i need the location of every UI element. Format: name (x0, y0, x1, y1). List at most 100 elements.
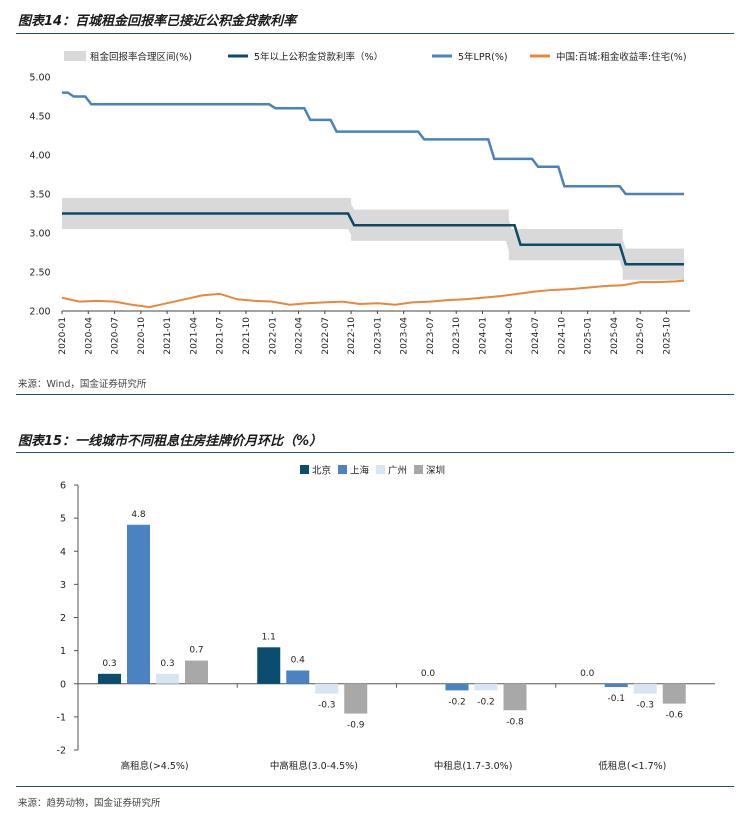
data-label: -0.9 (347, 721, 365, 731)
category-label: 高租息(>4.5%) (121, 760, 189, 772)
figure2-top-rule (16, 452, 734, 453)
legend-swatch-band (64, 51, 86, 61)
x-tick-label: 2025-07 (636, 317, 646, 355)
figure1-title: 图表14：百城租金回报率已接近公积金贷款利率 (18, 14, 297, 29)
chart1-legend: 租金回报率合理区间(%) 5年以上公积金贷款利率（%） 5年LPR(%) 中国:百城:… (64, 51, 687, 63)
x-tick-label: 2020-01 (58, 317, 68, 355)
x-tick-label: 2024-01 (479, 317, 489, 355)
category-label: 低租息(<1.7%) (598, 760, 666, 772)
bar-广州-1 (315, 683, 339, 694)
y-tick-label: 4 (60, 547, 66, 558)
legend-label: 北京 (312, 465, 331, 477)
figure2-source: 来源：趋势动物，国金证券研究所 (18, 798, 161, 809)
x-tick-label: 2023-04 (400, 317, 410, 355)
x-tick-label: 2022-04 (295, 317, 305, 355)
x-tick-label: 2021-01 (163, 317, 173, 355)
x-tick-label: 2025-04 (610, 317, 620, 355)
chart2-y-axis: -2 -1 0 1 2 3 4 5 6 (57, 481, 715, 757)
bar-广州-0 (156, 673, 179, 684)
x-tick-label: 2022-10 (347, 317, 357, 355)
x-tick-label: 2025-01 (584, 317, 594, 355)
bar-深圳-1 (344, 683, 368, 714)
chart2-x-axis: 高租息(>4.5%) 中高租息(3.0-4.5%) 中租息(1.7-3.0%) 低租息… (121, 760, 667, 772)
legend-swatch-上海 (338, 465, 347, 474)
legend-label: 5年以上公积金贷款利率（%） (254, 51, 383, 63)
legend-label: 上海 (350, 465, 370, 477)
x-tick-label: 2021-04 (189, 317, 199, 355)
data-label: 0.0 (580, 669, 595, 679)
y-tick-label: 4.50 (29, 112, 50, 123)
y-tick-label: 2.00 (29, 307, 50, 318)
x-tick-label: 2022-01 (268, 317, 278, 355)
bar-深圳-0 (185, 660, 208, 684)
y-tick-label: 3.50 (29, 190, 50, 201)
y-tick-label: 3.00 (29, 229, 50, 240)
y-tick-label: 3 (60, 580, 66, 591)
x-tick-label: 2023-01 (373, 317, 383, 355)
figure1-top-rule (16, 33, 734, 34)
data-label: -0.2 (477, 697, 495, 707)
y-tick-label: 1 (60, 646, 66, 657)
bar-上海-0 (127, 524, 150, 684)
data-label: 1.1 (262, 632, 276, 642)
x-tick-label: 2021-07 (216, 317, 226, 355)
legend-label: 中国:百城:租金收益率:住宅(%) (556, 51, 687, 63)
chart2-legend: 北京 上海 广州 深圳 (300, 465, 445, 477)
x-tick-label: 2024-04 (505, 317, 515, 355)
data-label: 0.7 (189, 646, 203, 656)
chart1-y-axis: 2.00 2.50 3.00 3.50 4.00 4.50 5.00 (29, 73, 690, 318)
legend-label: 租金回报率合理区间(%) (90, 51, 192, 63)
data-label: 0.0 (421, 669, 436, 679)
y-tick-label: 0 (60, 679, 66, 690)
lpr-line (62, 91, 684, 196)
data-label: -0.2 (448, 697, 466, 707)
bar-广州-3 (633, 683, 657, 694)
x-tick-label: 2021-10 (242, 317, 252, 355)
chart2-bars: 0.3 4.8 0.3 0.7 1.1 0.4 -0.3 -0.9 0.0 -0.2 -0.2 -0.… (98, 510, 686, 731)
figure1-source: 来源：Wind，国金证券研究所 (18, 379, 147, 390)
category-label: 中高租息(3.0-4.5%) (270, 760, 358, 772)
legend-label: 广州 (388, 465, 407, 477)
figure1-bottom-rule (16, 394, 734, 395)
y-tick-label: 5.00 (29, 73, 50, 84)
y-tick-label: 6 (60, 481, 66, 492)
data-label: 0.3 (102, 659, 116, 669)
x-tick-label: 2024-10 (557, 317, 567, 355)
figure2-bottom-rule (16, 786, 734, 787)
chart1-series (61, 91, 685, 309)
bar-上海-1 (286, 670, 310, 684)
legend-swatch-深圳 (414, 465, 423, 474)
y-tick-label: 2 (60, 613, 66, 624)
x-tick-label: 2025-10 (662, 317, 672, 355)
category-label: 中租息(1.7-3.0%) (434, 760, 513, 772)
x-tick-label: 2023-07 (426, 317, 436, 355)
data-label: -0.3 (318, 701, 336, 711)
y-tick-label: 2.50 (29, 268, 50, 279)
bar-北京-1 (257, 647, 281, 684)
data-label: -0.1 (607, 694, 625, 704)
x-tick-label: 2022-07 (321, 317, 331, 355)
data-label: -0.8 (506, 717, 524, 727)
data-label: 0.4 (291, 656, 306, 666)
chart1-x-axis: 2020-01 2020-04 2020-07 2020-10 2021-01 2021-… (58, 311, 672, 355)
band-transition (505, 209, 512, 261)
pf-rate-line (62, 212, 684, 266)
x-tick-label: 2020-07 (111, 317, 121, 355)
legend-swatch-广州 (376, 465, 385, 474)
bar-北京-0 (98, 673, 121, 684)
chart1-band (62, 197, 684, 280)
x-tick-label: 2020-10 (137, 317, 147, 355)
y-tick-label: -2 (57, 746, 66, 757)
y-tick-label: -1 (57, 712, 66, 723)
x-tick-label: 2020-04 (84, 317, 94, 355)
bar-广州-2 (474, 683, 498, 691)
rent-yield-line (61, 279, 685, 309)
legend-label: 5年LPR(%) (458, 51, 508, 63)
line-chart: 租金回报率合理区间(%) 5年以上公积金贷款利率（%） 5年LPR(%) 中国:百城:… (29, 51, 690, 355)
figure2-title: 图表15：一线城市不同租息住房挂牌价月环比（%） (18, 434, 323, 449)
x-tick-label: 2023-10 (452, 317, 462, 355)
bar-上海-3 (604, 683, 628, 688)
x-tick-label: 2024-07 (531, 317, 541, 355)
bar-深圳-2 (503, 683, 527, 711)
